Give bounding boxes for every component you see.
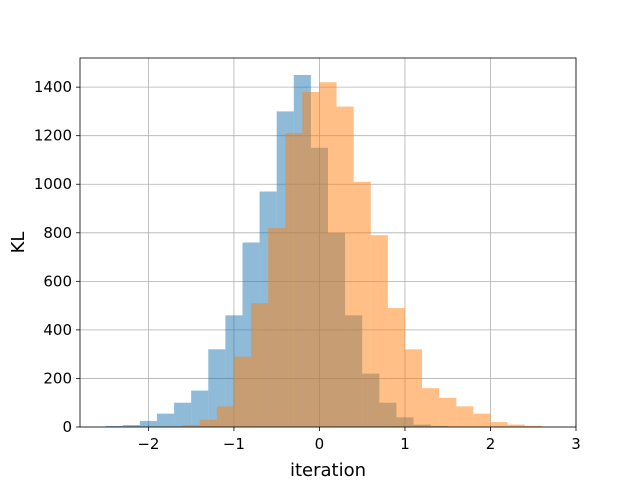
histogram-bar-series-1	[191, 390, 209, 427]
x-tick-label: −1	[223, 435, 245, 453]
histogram-bar-series-1	[139, 420, 157, 427]
histogram-bar-series-2	[319, 82, 337, 428]
histogram-bar-series-2	[285, 133, 303, 427]
ticks-layer: −2 −1 0 1 2 3 0 200 400 600 800 1000 1200 1400	[34, 78, 581, 453]
x-axis-label: iteration	[290, 460, 366, 480]
histogram-bar-series-2	[353, 181, 371, 427]
y-tick-label: 0	[62, 418, 72, 436]
y-tick-label: 1400	[34, 78, 72, 96]
histogram-bar-series-1	[105, 426, 123, 427]
histogram-bar-series-2	[182, 425, 200, 427]
y-tick-label: 1200	[34, 127, 72, 145]
x-tick-label: 0	[315, 435, 325, 453]
histogram-bar-series-2	[251, 303, 269, 427]
x-tick-label: 3	[571, 435, 581, 453]
plot-frame	[79, 57, 577, 428]
histogram-bar-series-1	[122, 425, 140, 427]
y-tick-label: 600	[43, 272, 72, 290]
y-tick-label: 800	[43, 224, 72, 242]
x-tick-label: −2	[137, 435, 159, 453]
histogram-bar-series-2	[336, 106, 354, 427]
histogram-bar-series-2	[302, 91, 320, 427]
histogram-bar-series-2	[233, 356, 252, 427]
y-tick-label: 1000	[34, 175, 72, 193]
y-tick-label: 200	[43, 369, 72, 387]
x-tick-label: 1	[400, 435, 410, 453]
histogram-bar-series-2	[199, 419, 217, 427]
histogram-bar-series-2	[473, 413, 491, 427]
histogram-bar-series-2	[268, 227, 286, 427]
histogram-bar-series-2	[387, 308, 405, 427]
histogram-bar-series-2	[507, 424, 525, 427]
x-tick-label: 2	[486, 435, 496, 453]
histogram-bar-series-2	[370, 235, 388, 427]
histogram-bar-series-1	[156, 413, 175, 427]
histogram-bar-series-2	[439, 397, 457, 427]
y-axis-label: KL	[8, 232, 29, 254]
histogram-bar-series-2	[404, 349, 423, 427]
y-tick-label: 400	[43, 321, 72, 339]
histogram-bar-series-1	[174, 402, 192, 427]
bars-layer	[88, 74, 542, 428]
histogram-bar-series-2	[490, 422, 508, 427]
histogram-bar-series-2	[422, 388, 440, 427]
histogram-bar-series-2	[456, 406, 474, 427]
histogram-bar-series-2	[524, 425, 542, 427]
histogram-bar-series-2	[216, 406, 234, 427]
